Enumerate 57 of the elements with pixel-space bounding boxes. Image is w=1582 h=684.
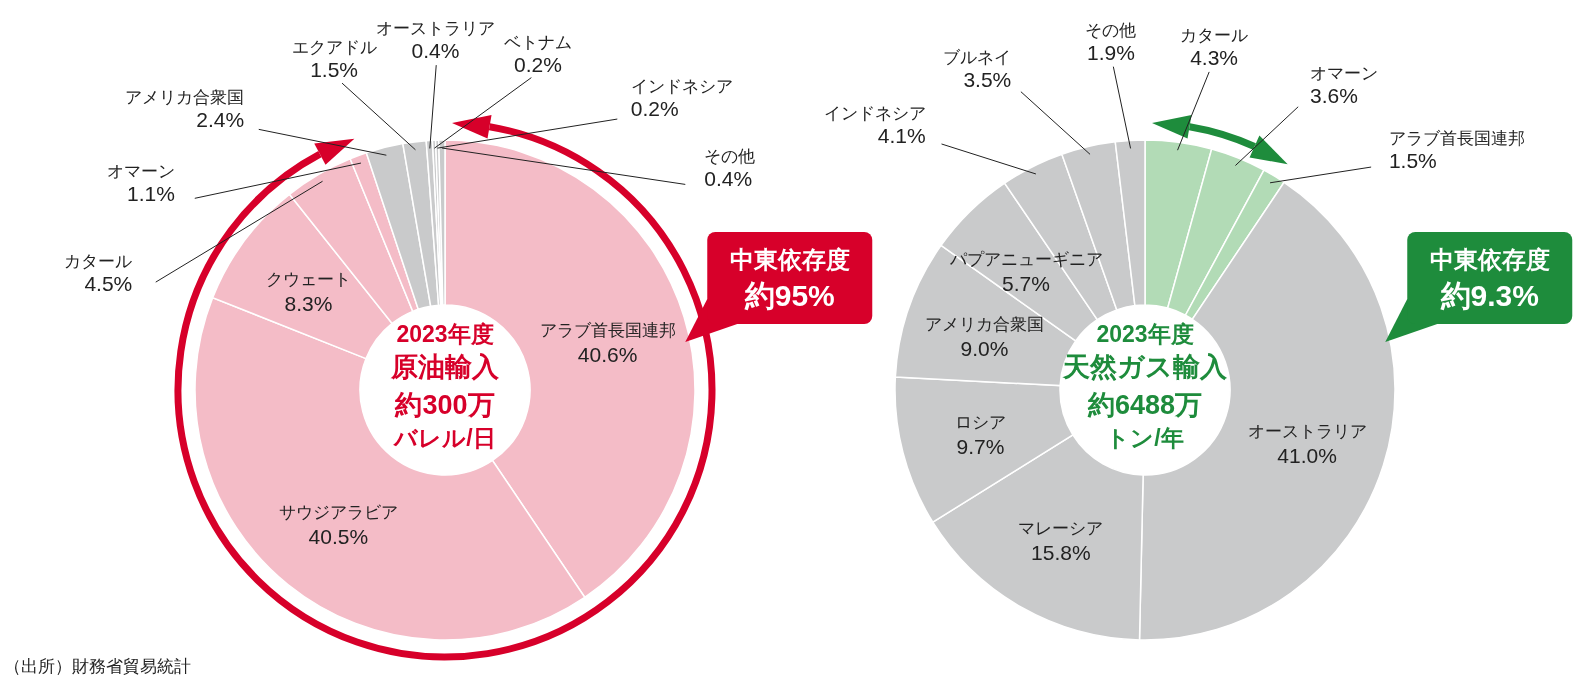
slice-label: サウジアラビア	[278, 503, 398, 523]
data-label: 9.0%	[960, 337, 1009, 361]
slice-label: アラブ首長国連邦	[539, 321, 676, 341]
text: 2023年度	[396, 321, 494, 347]
data-label: 4.5%	[84, 272, 133, 296]
text: 約95%	[743, 278, 835, 312]
data-label: 0.2%	[514, 52, 562, 76]
text: 天然ガス輸入	[1062, 352, 1228, 382]
slice-label: オマーン	[106, 162, 175, 182]
data-label: 40.5%	[308, 525, 369, 549]
slice-label: アラブ首長国連邦	[1388, 128, 1525, 148]
slice-label: アメリカ合衆国	[924, 315, 1044, 335]
data-label: 4.1%	[877, 123, 926, 147]
slice-label: インドネシア	[630, 76, 733, 96]
text: 2023年度	[1096, 321, 1194, 347]
data-label: 1.1%	[127, 182, 175, 206]
text: トン/年	[1106, 425, 1184, 451]
data-label: 15.8%	[1031, 540, 1091, 564]
slice-label: ブルネイ	[943, 47, 1012, 67]
data-label: 1.9%	[1086, 40, 1135, 64]
data-label: 3.5%	[963, 67, 1012, 91]
slice-label: オマーン	[1310, 63, 1379, 83]
slice-label: その他	[1085, 20, 1137, 40]
data-label: 1.5%	[1388, 148, 1437, 172]
slice-label: アメリカ合衆国	[125, 88, 245, 108]
data-label: 4.3%	[1190, 46, 1239, 70]
slice-label: オーストラリア	[1247, 422, 1367, 442]
data-label: 2.4%	[196, 108, 245, 132]
data-label: 0.2%	[630, 96, 679, 120]
data-label: 1.5%	[310, 58, 359, 82]
slice-label: インドネシア	[823, 103, 926, 123]
data-label: 40.6%	[577, 343, 638, 367]
slice-label: マレーシア	[1018, 518, 1104, 538]
slice-label: パプアニューギニア	[948, 249, 1103, 269]
slice-label: エクアドル	[291, 38, 377, 58]
text: （出所）財務省貿易統計	[4, 657, 191, 676]
data-label: 9.7%	[956, 435, 1005, 459]
slice-label: カタール	[64, 252, 133, 272]
text: 約6488万	[1086, 390, 1203, 420]
slice-label: オーストラリア	[376, 19, 496, 39]
data-label: 0.4%	[411, 39, 460, 63]
slice-label: クウェート	[266, 269, 352, 289]
text: 約9.3%	[1439, 278, 1539, 312]
data-label: 5.7%	[1002, 271, 1050, 295]
slice-label: ベトナム	[504, 32, 573, 52]
text: 中東依存度	[729, 245, 850, 273]
text: 原油輸入	[390, 352, 500, 382]
text: 約300万	[394, 390, 495, 420]
text: 中東依存度	[1429, 245, 1550, 273]
slice-label: カタール	[1180, 26, 1249, 46]
slice-label: その他	[704, 147, 756, 167]
data-label: 0.4%	[704, 167, 753, 191]
text: バレル/日	[392, 425, 496, 451]
data-label: 3.6%	[1310, 83, 1358, 107]
data-label: 41.0%	[1277, 444, 1337, 468]
data-label: 8.3%	[284, 291, 333, 315]
slice-label: ロシア	[954, 413, 1006, 433]
